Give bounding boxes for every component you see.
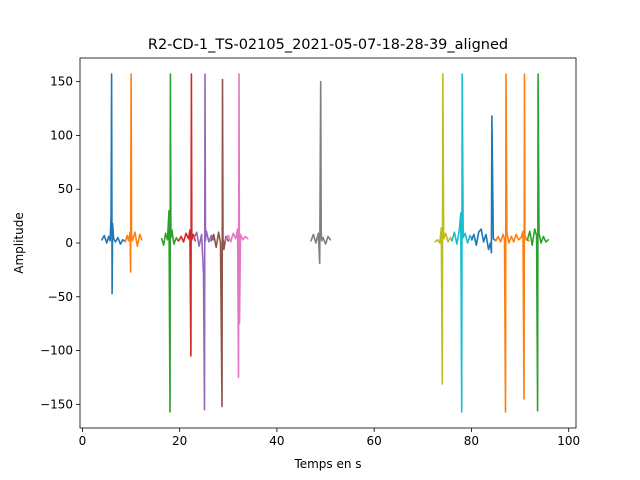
- series-line-9: [434, 73, 453, 385]
- x-tick-label: 80: [464, 434, 479, 448]
- y-tick-label: 150: [50, 75, 73, 89]
- series-line-13: [526, 73, 550, 412]
- series-line-7: [225, 73, 249, 379]
- series-line-6: [210, 78, 230, 408]
- x-tick-label: 100: [557, 434, 580, 448]
- series-line-11: [470, 115, 497, 254]
- x-axis-label: Temps en s: [293, 457, 361, 471]
- series-layer: [101, 73, 550, 413]
- x-tick-label: 40: [269, 434, 284, 448]
- chart-title: R2-CD-1_TS-02105_2021-05-07-18-28-39_ali…: [148, 37, 508, 53]
- x-axis-ticks: 0 20 40 60 80 100: [79, 428, 580, 448]
- x-tick-label: 20: [172, 434, 187, 448]
- x-tick-label: 0: [79, 434, 87, 448]
- series-line-5: [193, 73, 215, 411]
- series-line-10: [451, 73, 474, 413]
- y-tick-label: −50: [48, 290, 73, 304]
- y-tick-label: −150: [40, 397, 73, 411]
- plot-area: [80, 58, 576, 428]
- series-line-2: [124, 73, 143, 273]
- y-tick-label: 50: [58, 182, 73, 196]
- series-line-8: [310, 80, 332, 265]
- series-line-1: [101, 73, 126, 295]
- y-tick-label: 0: [65, 236, 73, 250]
- series-line-12: [495, 73, 530, 413]
- y-axis-ticks: −150 −100 −50 0 50 100 150: [40, 75, 80, 411]
- y-tick-label: −100: [40, 344, 73, 358]
- series-line-3: [160, 73, 179, 413]
- series-line-4: [177, 73, 196, 357]
- x-tick-label: 60: [367, 434, 382, 448]
- y-axis-label: Amplitude: [12, 212, 26, 274]
- y-tick-label: 100: [50, 128, 73, 142]
